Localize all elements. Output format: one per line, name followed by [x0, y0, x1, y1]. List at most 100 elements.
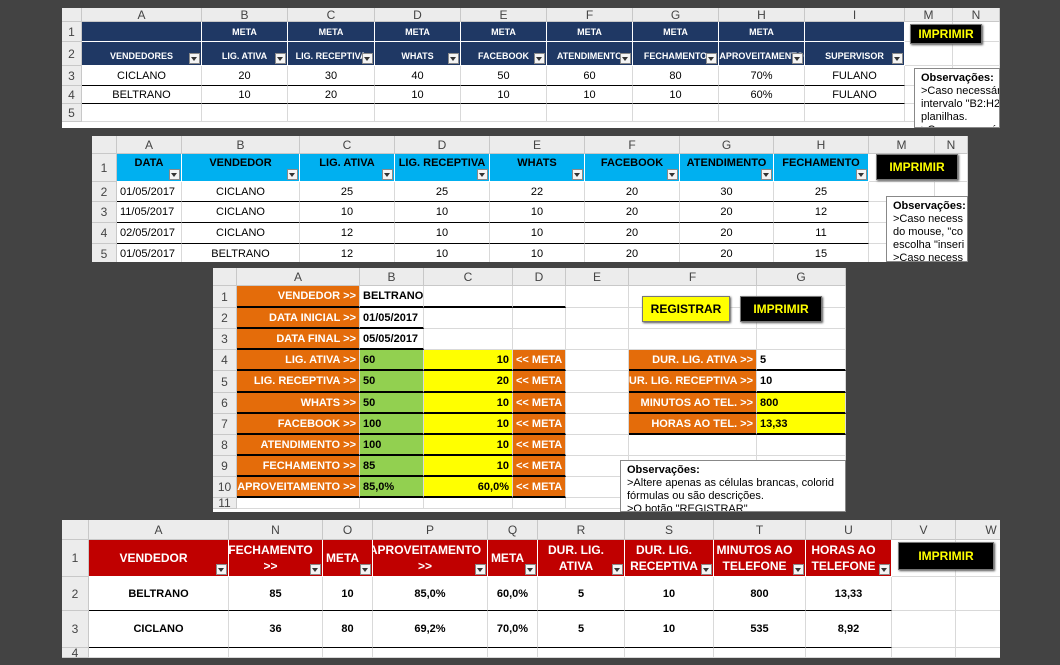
column-header: Q	[488, 520, 538, 540]
cell: FULANO	[805, 86, 905, 104]
cell: 10	[323, 577, 373, 611]
cell	[513, 498, 566, 509]
button[interactable]: IMPRIMIR	[898, 542, 994, 570]
cell: BELTRANO	[82, 86, 202, 104]
cell: 85,0%	[360, 477, 424, 498]
column-header: M	[905, 8, 953, 22]
note-line: do mouse, "co	[893, 226, 963, 238]
cell: 8,92	[806, 611, 892, 648]
cell	[633, 104, 719, 122]
column-header: A	[237, 268, 360, 286]
column-header: U	[806, 520, 892, 540]
cell: ATENDIMENTO	[547, 42, 633, 66]
note-line: >O botão "REGISTRAR"	[627, 503, 748, 512]
cell: << META	[513, 350, 566, 371]
note-line: escolha "inseri	[893, 239, 965, 251]
cell: 20	[288, 86, 375, 104]
column-header: C	[288, 8, 375, 22]
cell: 10	[757, 371, 846, 393]
cell: << META	[513, 477, 566, 498]
note-line: >Caso necess	[893, 213, 964, 225]
corner-cell	[213, 268, 237, 286]
cell: 70%	[719, 66, 805, 86]
cell: APROVEITAMENTO >>	[237, 477, 360, 498]
cell: 100	[360, 414, 424, 435]
cell: 10	[490, 202, 585, 223]
cell	[892, 577, 956, 611]
cell: 10	[424, 414, 513, 435]
cell: 20	[680, 223, 774, 244]
cell: META	[633, 22, 719, 42]
cell: DUR. LIG. ATIVA >>	[629, 350, 757, 371]
cell: 50	[360, 393, 424, 414]
row-header: 3	[213, 329, 237, 350]
cell: 20	[585, 202, 680, 223]
cell: FECHAMENTO	[774, 154, 869, 182]
cell: << META	[513, 371, 566, 393]
corner-cell	[62, 8, 82, 22]
cell	[566, 329, 629, 350]
cell: 13,33	[757, 414, 846, 435]
cell	[892, 648, 956, 658]
cell: 25	[774, 182, 869, 202]
cell: 01/05/2017	[117, 244, 182, 262]
note-line: planilhas.	[921, 111, 968, 123]
cell	[89, 648, 229, 658]
cell: APROVEITAMENTO >>	[373, 540, 488, 577]
cell: 85	[360, 456, 424, 477]
cell: 20	[424, 371, 513, 393]
column-header: N	[229, 520, 323, 540]
column-header: I	[805, 8, 905, 22]
cell	[629, 329, 757, 350]
row-header: 3	[62, 611, 89, 648]
column-header: F	[585, 136, 680, 154]
cell: 30	[288, 66, 375, 86]
cell: CICLANO	[89, 611, 229, 648]
cell: 60	[547, 66, 633, 86]
cell: META	[202, 22, 288, 42]
row-header: 9	[213, 456, 237, 477]
cell: 10	[490, 244, 585, 262]
button[interactable]: IMPRIMIR	[740, 296, 822, 322]
cell	[905, 42, 953, 66]
cell: BELTRANO	[360, 286, 424, 308]
cell: HORAS AO TELEFONE	[806, 540, 892, 577]
cell	[566, 371, 629, 393]
cell: FACEBOOK	[585, 154, 680, 182]
cell: LIG. ATIVA >>	[237, 350, 360, 371]
row-header: 2	[62, 577, 89, 611]
column-header: B	[182, 136, 300, 154]
cell: << META	[513, 435, 566, 456]
cell: FECHAMENTO >>	[229, 540, 323, 577]
note-line: >Caso necessári	[921, 124, 999, 127]
cell: 80	[323, 611, 373, 648]
cell: 30	[680, 182, 774, 202]
cell: META	[375, 22, 461, 42]
cell: META	[719, 22, 805, 42]
button[interactable]: IMPRIMIR	[876, 154, 958, 180]
button[interactable]: IMPRIMIR	[910, 24, 982, 44]
cell: FACEBOOK >>	[237, 414, 360, 435]
cell: 10	[424, 435, 513, 456]
cell: WHATS	[490, 154, 585, 182]
cell: 5	[757, 350, 846, 371]
cell: 10	[633, 86, 719, 104]
cell	[424, 329, 513, 350]
column-header: H	[719, 8, 805, 22]
column-header: E	[461, 8, 547, 22]
button[interactable]: REGISTRAR	[642, 296, 730, 322]
row-header: 5	[92, 244, 117, 262]
column-header: B	[202, 8, 288, 22]
cell: MINUTOS AO TELEFONE	[714, 540, 806, 577]
cell: BELTRANO	[182, 244, 300, 262]
cell: 12	[300, 223, 395, 244]
column-header: N	[953, 8, 1000, 22]
cell	[488, 648, 538, 658]
cell: 80	[633, 66, 719, 86]
cell: 5	[538, 577, 625, 611]
row-header: 1	[62, 540, 89, 577]
cell	[953, 42, 1000, 66]
note-line: Observações:	[627, 464, 700, 476]
column-header: G	[633, 8, 719, 22]
note-line: Observações:	[893, 200, 966, 212]
